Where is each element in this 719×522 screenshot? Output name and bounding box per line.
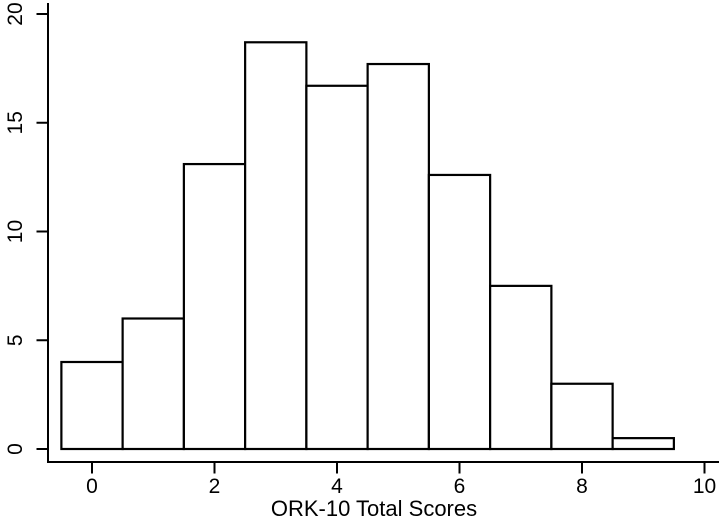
x-tick-label: 10	[693, 475, 716, 498]
x-axis-title: ORK-10 Total Scores	[271, 496, 477, 521]
y-tick-label: 15	[4, 111, 27, 134]
axes-layer	[36, 3, 719, 474]
histogram-bar	[427, 173, 492, 451]
histogram-bar	[305, 84, 369, 451]
y-tick-label: 20	[4, 2, 27, 25]
histogram-bar	[611, 437, 675, 451]
histogram-bar	[60, 360, 124, 451]
histogram-bar	[489, 284, 553, 451]
bars-layer	[60, 41, 675, 451]
y-tick-label: 5	[4, 334, 27, 346]
y-tick-label: 10	[4, 220, 27, 243]
y-tick-label: 0	[4, 443, 27, 455]
histogram-bar	[121, 317, 185, 451]
tick-labels-layer: 0 5 10 15 20 0 2 4 6 8 10	[4, 2, 716, 498]
histogram-bar	[182, 162, 247, 451]
histogram-bar	[366, 62, 430, 451]
x-tick-label: 2	[209, 475, 221, 498]
x-tick-label: 0	[86, 475, 98, 498]
histogram-bar	[244, 41, 308, 451]
histogram-bar	[550, 382, 614, 451]
x-tick-label: 6	[454, 475, 466, 498]
x-tick-label: 4	[331, 475, 343, 498]
x-tick-label: 8	[576, 475, 588, 498]
